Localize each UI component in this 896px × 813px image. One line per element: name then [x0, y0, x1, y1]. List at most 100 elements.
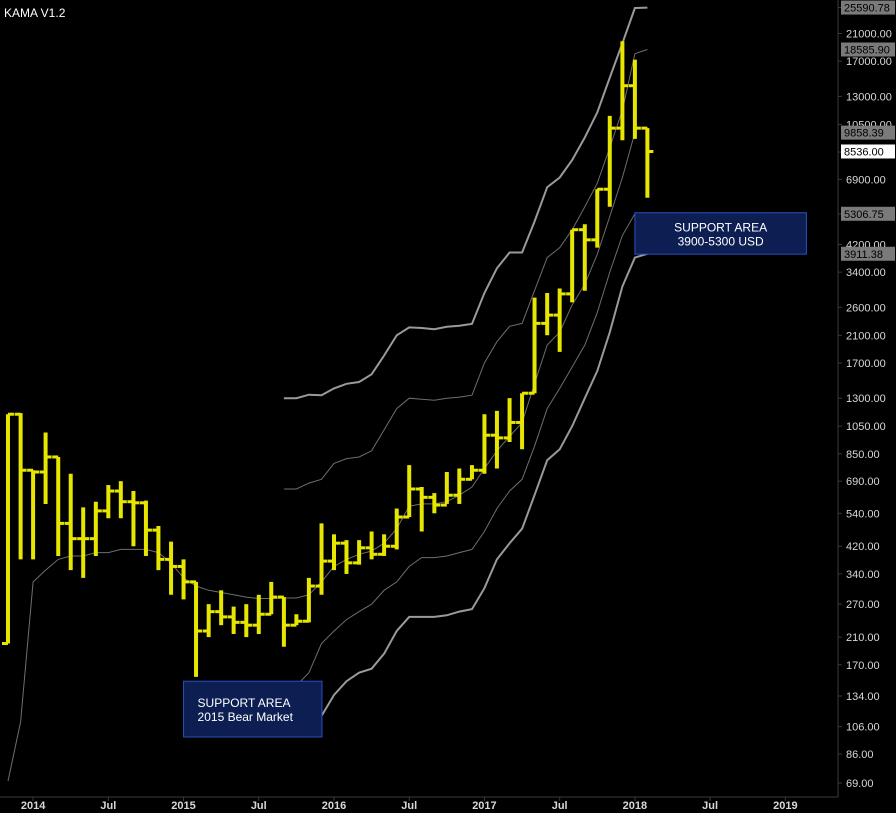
ohlc-bar	[415, 487, 428, 532]
ohlc-bar	[139, 500, 152, 556]
x-tick-label: Jul	[401, 800, 417, 812]
y-tick-label: 69.00	[846, 778, 874, 790]
ohlc-bar	[114, 481, 127, 519]
y-tick-label: 13000.00	[846, 91, 892, 103]
ohlc-bar	[453, 468, 466, 504]
y-tick-label: 210.00	[846, 632, 880, 644]
annotation-text: SUPPORT AREA	[674, 220, 767, 234]
y-tick-label: 1700.00	[846, 358, 886, 370]
ohlc-bar	[516, 391, 529, 450]
ohlc-bar	[315, 523, 328, 595]
ohlc-bar	[641, 126, 654, 198]
price-tag: 3911.38	[841, 246, 895, 261]
ohlc-bar	[553, 288, 566, 352]
ohlc-bar	[27, 468, 40, 560]
ohlc-bar	[202, 604, 215, 638]
x-tick-label: Jul	[702, 800, 718, 812]
ohlc-bar	[302, 577, 315, 623]
price-tag-label: 8536.00	[844, 146, 884, 158]
x-tick-label: Jul	[100, 800, 116, 812]
annotation-box	[634, 212, 807, 255]
ohlc-bar	[628, 59, 641, 139]
annotation-box	[183, 680, 323, 738]
ohlc-bar	[252, 594, 265, 635]
price-tag: 18585.90	[841, 42, 895, 57]
kama-band-inner-lower	[283, 213, 636, 691]
y-tick-label: 340.00	[846, 569, 880, 581]
price-tag-bg	[841, 144, 895, 159]
ohlc-bar	[378, 534, 391, 556]
price-tag-bg	[841, 0, 895, 15]
x-tick-label: 2016	[322, 800, 346, 812]
ohlc-bar	[390, 508, 403, 550]
ohlc-bar	[440, 472, 453, 507]
ohlc-bar	[578, 224, 591, 291]
y-tick-label: 86.00	[846, 749, 874, 761]
ohlc-bar	[52, 455, 65, 556]
ohlc-bar	[1, 412, 14, 645]
price-tag: 25590.78	[841, 0, 895, 15]
price-tag-label: 25590.78	[844, 3, 890, 15]
price-tag: 9858.39	[841, 125, 895, 140]
y-tick-label: 3400.00	[846, 267, 886, 279]
x-tick-label: 2015	[171, 800, 195, 812]
price-tag-bg	[841, 42, 895, 57]
price-tag-label: 5306.75	[844, 209, 884, 221]
x-tick-label: 2017	[472, 800, 496, 812]
ohlc-bar	[14, 412, 27, 560]
ohlc-bar	[240, 604, 253, 638]
price-tag-bg	[841, 206, 895, 221]
ohlc-bar	[340, 540, 353, 574]
price-bars	[1, 41, 654, 677]
x-tick-label: 2014	[21, 800, 46, 812]
y-tick-label: 420.00	[846, 541, 880, 553]
ohlc-bar	[265, 581, 278, 616]
annotation-text: 2015 Bear Market	[198, 710, 294, 724]
ohlc-bar	[503, 398, 516, 443]
ohlc-bar	[327, 534, 340, 571]
x-tick-label: Jul	[251, 800, 267, 812]
price-tags: 25590.78 18585.90 9858.39 8536.00 5306.75 391…	[841, 0, 895, 261]
ohlc-bar	[64, 473, 77, 571]
ohlc-bar	[290, 614, 303, 627]
price-tag-bg	[841, 125, 895, 140]
ohlc-bar	[465, 465, 478, 481]
chart-title: KAMA V1.2	[4, 6, 66, 20]
y-tick-label: 170.00	[846, 660, 880, 672]
annotation-text: SUPPORT AREA	[198, 696, 291, 710]
annotation-text: 3900-5300 USD	[678, 234, 764, 248]
ohlc-bar	[77, 507, 90, 578]
y-tick-label: 17000.00	[846, 56, 892, 68]
ohlc-bar	[528, 297, 541, 395]
x-tick-label: 2018	[623, 800, 647, 812]
ohlc-bar	[89, 501, 102, 556]
ohlc-bar	[403, 465, 416, 519]
y-tick-label: 270.00	[846, 599, 880, 611]
price-tag-bg	[841, 246, 895, 261]
y-tick-label: 2600.00	[846, 302, 886, 314]
price-tag: 8536.00	[841, 144, 895, 159]
ohlc-bar	[127, 491, 140, 547]
ohlc-bar	[177, 559, 190, 600]
ohlc-bar	[616, 41, 629, 141]
ohlc-bar	[365, 531, 378, 560]
y-tick-label: 21000.00	[846, 28, 892, 40]
y-tick-label: 690.00	[846, 476, 880, 488]
ohlc-bar	[215, 590, 228, 626]
kama-band-outer-lower	[283, 252, 648, 736]
ohlc-bar	[591, 187, 604, 248]
x-tick-label: 2019	[773, 800, 797, 812]
x-tick-label: Jul	[552, 800, 568, 812]
y-tick-label: 1050.00	[846, 421, 886, 433]
kama-band-inner-upper	[283, 49, 648, 490]
y-tick-label: 2100.00	[846, 330, 886, 342]
y-tick-label: 106.00	[846, 722, 880, 734]
ohlc-bar	[478, 414, 491, 474]
